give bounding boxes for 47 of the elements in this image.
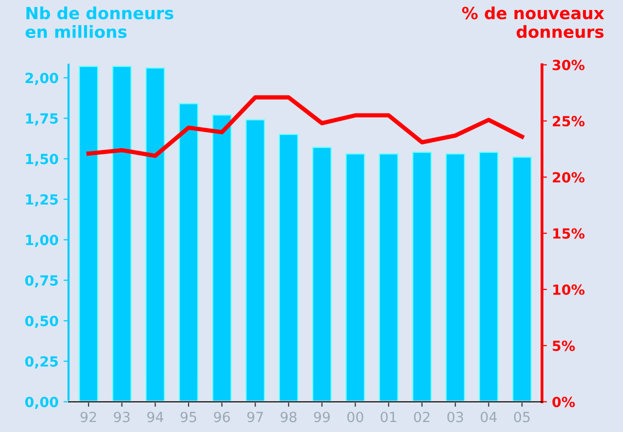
x-tick-label: 98	[280, 412, 296, 422]
y2-tick-label: 15%	[553, 228, 585, 239]
y2-tick-label: 0%	[552, 396, 575, 408]
x-tick-label: 92	[80, 412, 96, 422]
x-tick-label: 04	[480, 412, 497, 422]
y2-axis-title: % de nouveaux donneurs	[462, 6, 604, 38]
x-tick-label: 01	[380, 412, 396, 422]
x-tick-label: 96	[214, 412, 230, 422]
y-tick-label: 2,00	[26, 72, 58, 86]
y2-tick-label: 25%	[552, 116, 585, 126]
bar	[146, 67, 165, 402]
y2-tick-label: 20%	[552, 172, 585, 183]
bar	[478, 152, 498, 402]
y2-tick-label: 5%	[552, 340, 575, 352]
bar	[78, 66, 98, 402]
bar	[278, 134, 298, 402]
y-axis-title: Nb de donneurs en millions	[26, 6, 174, 38]
x-tick-label: 93	[114, 412, 130, 422]
y-tick-label: 0,75	[25, 275, 58, 288]
y-tick-label: 1,75	[26, 113, 58, 126]
y-tick-label: 0,25	[25, 356, 58, 369]
y2-tick-label: 10%	[553, 284, 585, 295]
bar	[512, 156, 532, 402]
bar	[312, 146, 332, 402]
y-tick-label: 0,50	[25, 316, 58, 328]
bar	[178, 103, 198, 402]
line-series	[86, 95, 524, 158]
y-tick-label: 1,50	[26, 154, 58, 166]
y-tick-label: 1,25	[26, 194, 58, 207]
x-tick-label: 03	[447, 412, 464, 422]
bar	[446, 153, 466, 402]
bar	[378, 153, 398, 402]
bar	[212, 114, 232, 402]
bar	[412, 152, 432, 402]
x-tick-label: 97	[247, 412, 263, 422]
x-tick-label: 05	[514, 412, 530, 422]
x-tick-label: 99	[314, 412, 330, 422]
x-tick-label: 00	[347, 412, 364, 422]
bar	[246, 119, 265, 402]
x-tick-label: 95	[180, 412, 196, 422]
bar	[112, 66, 132, 402]
x-tick-label: 94	[147, 412, 164, 422]
bar	[346, 153, 366, 402]
x-tick-label: 02	[414, 412, 430, 422]
y-tick-label: 0,00	[25, 396, 58, 410]
y-tick-label: 1,00	[26, 234, 58, 248]
y2-tick-label: 30%	[552, 60, 585, 70]
